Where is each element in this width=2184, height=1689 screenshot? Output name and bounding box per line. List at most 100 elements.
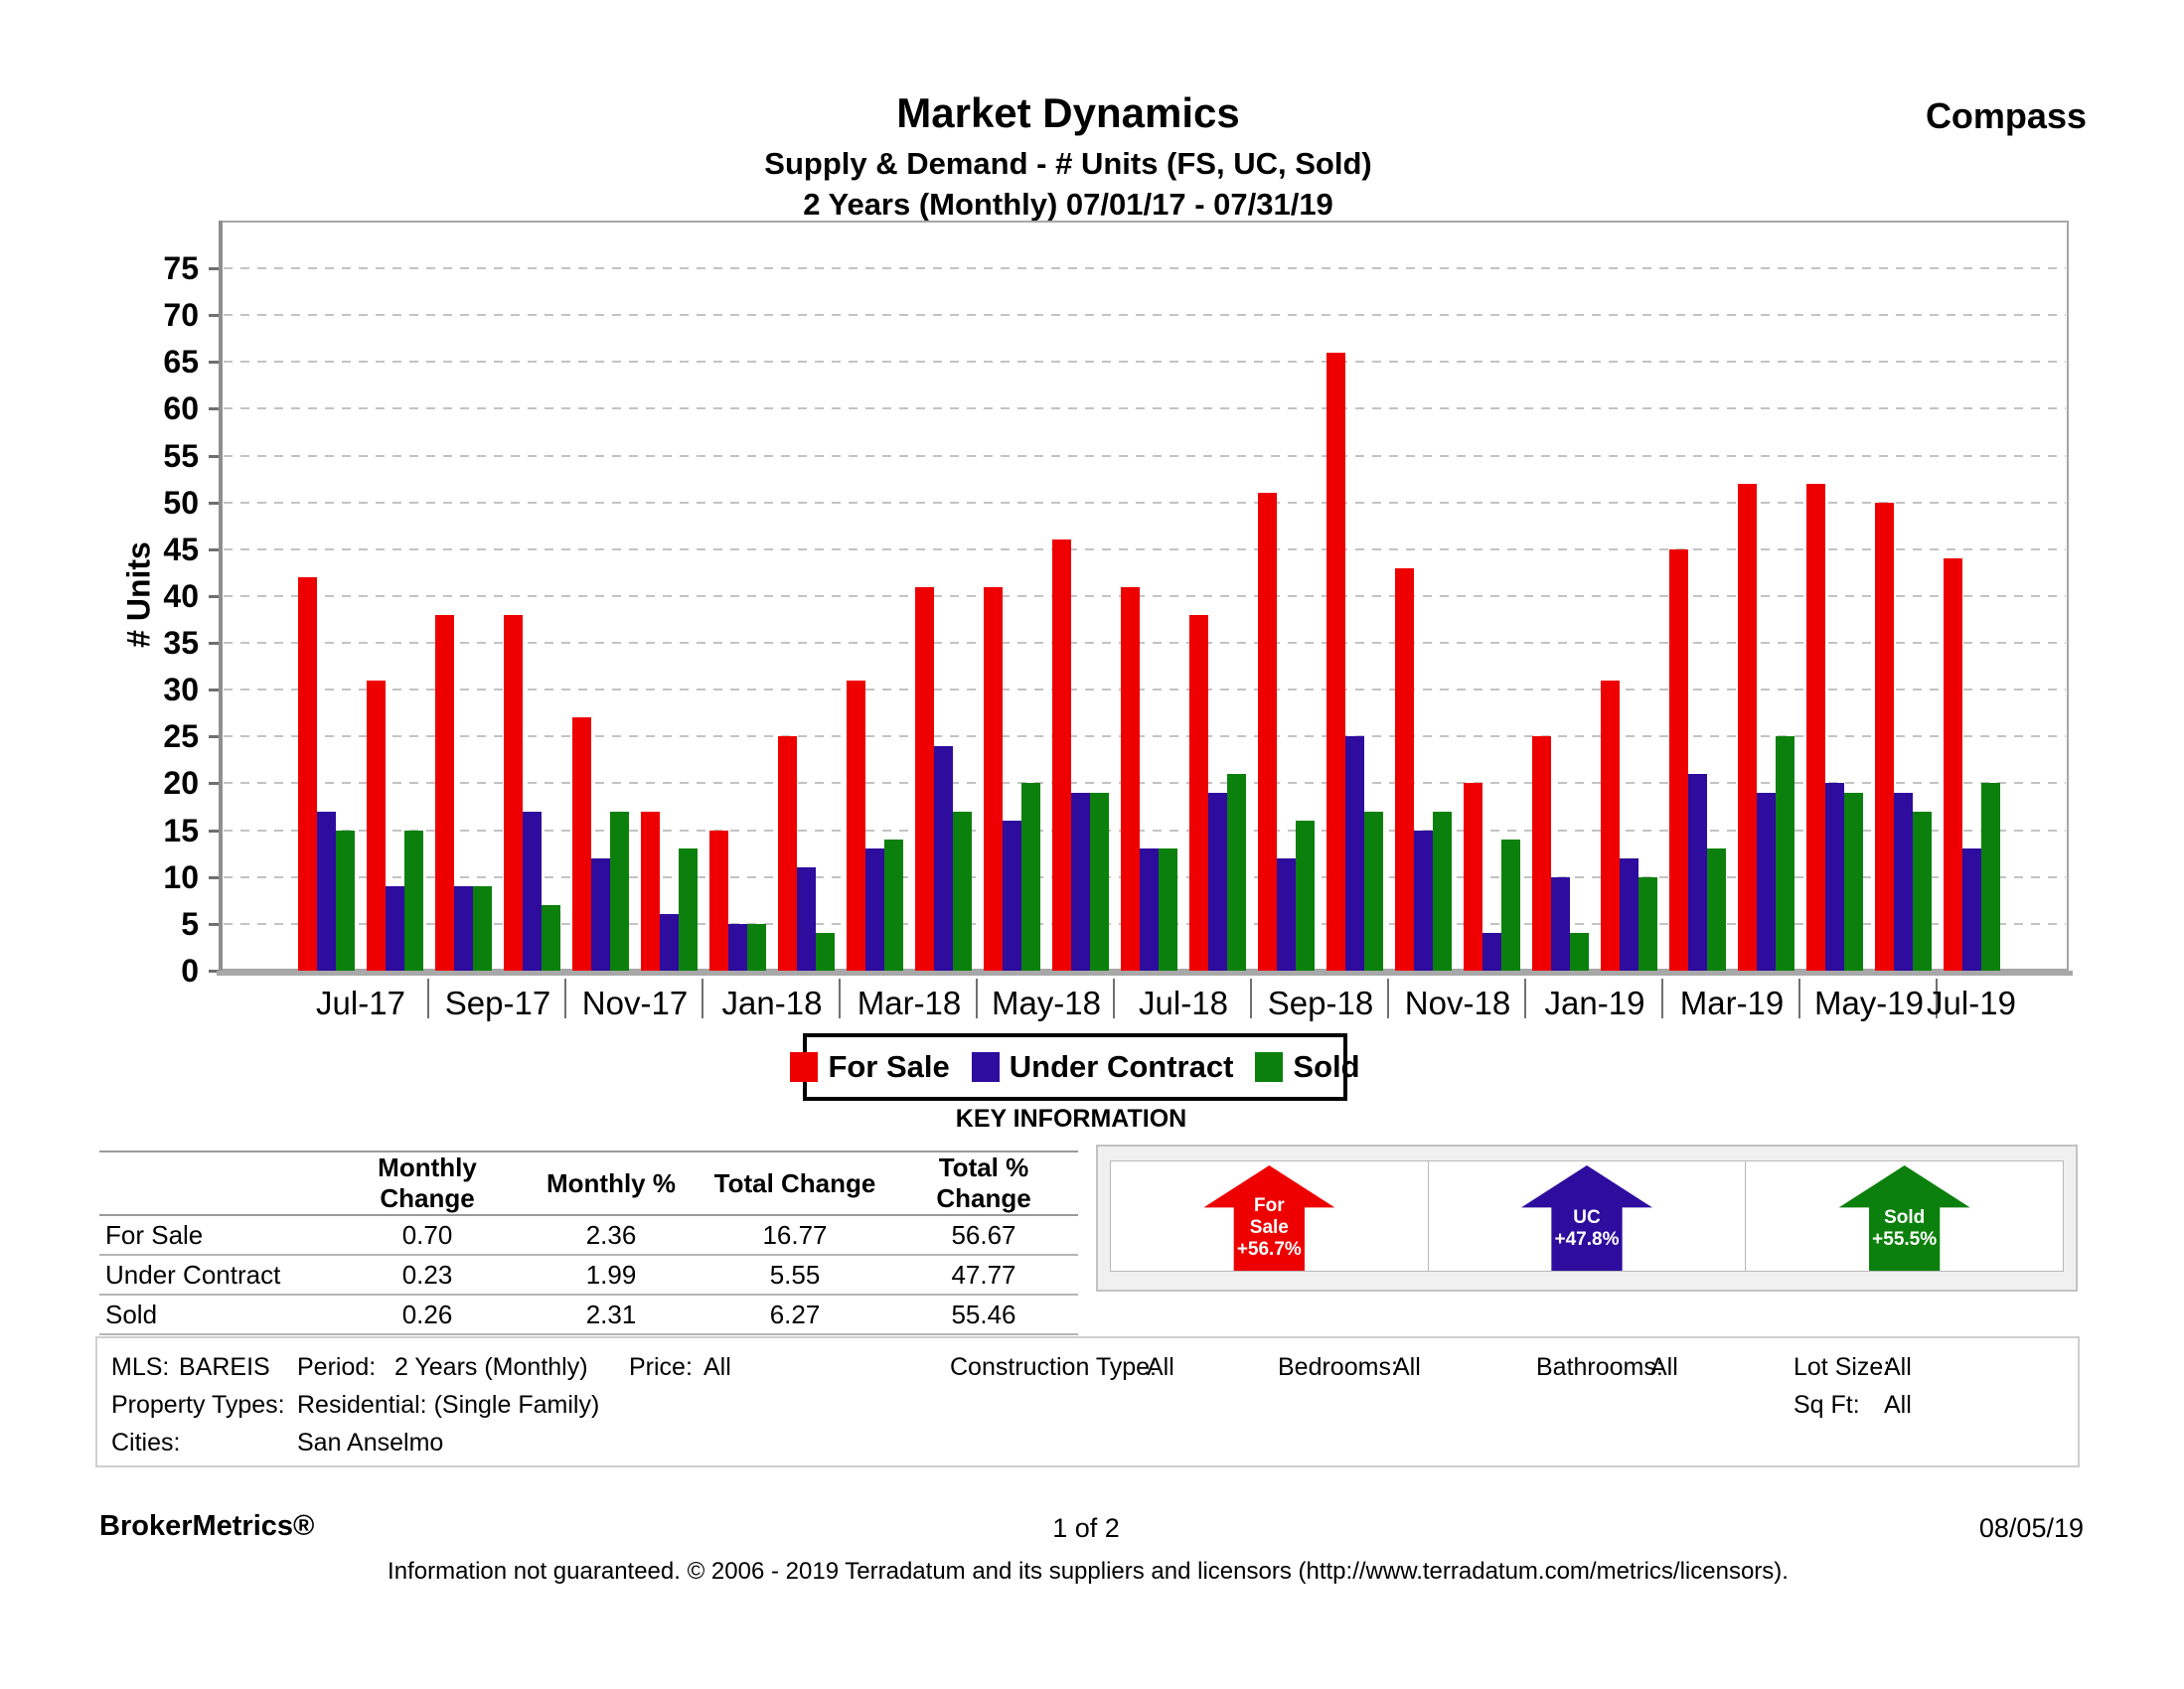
- x-axis-tick-label: Nov-18: [1404, 985, 1511, 1021]
- y-axis-tick: [209, 922, 221, 926]
- bar-under-contract: [1894, 792, 1913, 971]
- y-axis-tick-label: 20: [163, 765, 199, 802]
- x-axis-tick-label: Jul-18: [1139, 985, 1228, 1021]
- table-row: For Sale 0.70 2.36 16.77 56.67: [99, 1215, 1078, 1256]
- bar-under-contract: [1071, 792, 1090, 971]
- y-axis-tick-label: 50: [163, 484, 199, 521]
- col-total-change: Total Change: [701, 1152, 889, 1216]
- sq-ft-value: All: [1884, 1391, 1912, 1419]
- col-monthly-pct: Monthly %: [522, 1152, 701, 1216]
- x-axis-tick-label: May-19: [1813, 985, 1925, 1021]
- trend-arrow-cell: Sold +55.5%: [1746, 1161, 2063, 1271]
- bar-sold: [1021, 783, 1040, 971]
- gridline: [224, 314, 2066, 317]
- for-sale-swatch-icon: [790, 1052, 819, 1082]
- gridline: [224, 267, 2066, 269]
- x-axis-separator: [976, 979, 978, 1018]
- x-axis-tick-label: Jul-19: [1927, 985, 2016, 1021]
- bedrooms-value: All: [1393, 1353, 1421, 1381]
- y-axis-tick-label: 40: [163, 577, 199, 614]
- legend-item-for-sale: For Sale: [790, 1049, 950, 1085]
- brokermetrics-brand: BrokerMetrics®: [99, 1510, 315, 1542]
- cities-value: San Anselmo: [297, 1429, 444, 1457]
- bar-sold: [1501, 840, 1520, 971]
- bar-sold: [610, 811, 629, 971]
- table-row: Under Contract 0.23 1.99 5.55 47.77: [99, 1255, 1078, 1296]
- trend-arrow-cell: For Sale +56.7%: [1111, 1161, 1429, 1271]
- y-axis-tick-label: 55: [163, 437, 199, 474]
- y-axis-tick: [209, 782, 221, 786]
- filter-criteria-box: MLS: BAREIS Period: 2 Years (Monthly) Pr…: [95, 1336, 2080, 1467]
- y-axis-tick-label: 0: [181, 953, 199, 989]
- y-axis-tick: [209, 501, 221, 505]
- bathrooms-value: All: [1650, 1353, 1678, 1381]
- page-subtitle: Supply & Demand - # Units (FS, UC, Sold): [764, 146, 1372, 182]
- period-value: 2 Years (Monthly): [394, 1353, 588, 1381]
- gridline: [224, 361, 2066, 364]
- compass-logo: Compass: [1925, 95, 2087, 136]
- x-axis-tick-label: Sep-17: [444, 985, 551, 1021]
- y-axis-tick: [209, 361, 221, 365]
- trend-arrow-label: UC +47.8%: [1554, 1207, 1620, 1250]
- bar-under-contract: [317, 811, 336, 971]
- bar-sold: [1638, 876, 1657, 971]
- chart-legend: For Sale Under Contract Sold: [790, 1033, 1360, 1101]
- construction-type-value: All: [1147, 1353, 1174, 1381]
- y-axis-title: # Units: [120, 540, 157, 648]
- y-axis-tick-label: 45: [163, 531, 199, 567]
- bar-sold: [953, 811, 972, 971]
- gridline: [224, 547, 2066, 550]
- bar-sold: [542, 905, 560, 971]
- x-axis-separator: [1250, 979, 1252, 1018]
- gridline: [224, 782, 2066, 785]
- gridline: [224, 689, 2066, 691]
- bar-sold: [336, 830, 355, 971]
- trend-arrows-strip: For Sale +56.7% UC +47.8% Sold +55.5%: [1110, 1160, 2064, 1272]
- y-axis-tick: [209, 407, 221, 411]
- y-axis-tick-label: 25: [163, 718, 199, 755]
- mls-label: MLS:: [111, 1353, 170, 1381]
- bar-sold: [1913, 811, 1932, 971]
- bar-for-sale: [778, 736, 797, 971]
- y-axis-tick: [209, 829, 221, 833]
- page-period: 2 Years (Monthly) 07/01/17 - 07/31/19: [803, 187, 1333, 223]
- bar-sold: [404, 830, 423, 971]
- y-axis-tick: [209, 267, 221, 270]
- trend-arrow-cell: UC +47.8%: [1429, 1161, 1747, 1271]
- bar-under-contract: [386, 886, 404, 971]
- bar-sold: [473, 886, 492, 971]
- bar-for-sale: [572, 717, 591, 971]
- bar-under-contract: [660, 914, 679, 971]
- report-date: 08/05/19: [1978, 1513, 2084, 1543]
- bar-under-contract: [1825, 783, 1844, 971]
- bar-for-sale: [1944, 558, 1962, 971]
- bar-sold: [1364, 811, 1383, 971]
- y-axis-line: [219, 221, 223, 971]
- bar-under-contract: [1551, 876, 1570, 971]
- table-row: Sold 0.26 2.31 6.27 55.46: [99, 1295, 1078, 1335]
- sold-swatch-icon: [1255, 1052, 1284, 1082]
- legend-item-under-contract: Under Contract: [971, 1049, 1233, 1085]
- bar-sold: [1159, 848, 1177, 971]
- bar-for-sale: [1601, 680, 1620, 971]
- col-total-pct-change: Total % Change: [889, 1152, 1078, 1216]
- y-axis-tick: [209, 314, 221, 318]
- trend-arrow-label: For Sale +56.7%: [1236, 1195, 1302, 1260]
- bar-under-contract: [1620, 857, 1638, 971]
- y-axis-tick: [209, 689, 221, 692]
- bar-sold: [1570, 933, 1589, 971]
- bar-under-contract: [1003, 821, 1021, 971]
- construction-type-label: Construction Type:: [950, 1353, 1157, 1381]
- table-header-row: Monthly Change Monthly % Total Change To…: [99, 1152, 1078, 1216]
- under-contract-swatch-icon: [971, 1052, 1000, 1082]
- y-axis-tick-label: 10: [163, 858, 199, 895]
- y-axis-tick-label: 35: [163, 625, 199, 662]
- page-title: Market Dynamics: [896, 89, 1240, 136]
- title-block: Market Dynamics Supply & Demand - # Unit…: [0, 89, 2136, 224]
- x-axis-tick-label: Jul-17: [316, 985, 405, 1021]
- gridline: [224, 454, 2066, 457]
- bar-sold: [1227, 774, 1246, 971]
- x-axis-tick-label: May-18: [991, 985, 1102, 1021]
- bar-sold: [1981, 783, 2000, 971]
